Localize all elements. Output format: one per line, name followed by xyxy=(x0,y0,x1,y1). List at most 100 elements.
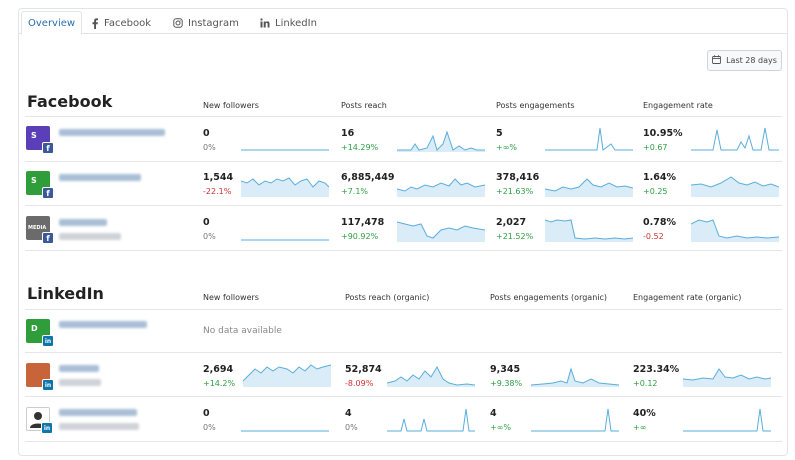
sparkline-chart xyxy=(683,408,771,432)
metric-value: 10.95% xyxy=(643,128,683,139)
avatar[interactable]: S f xyxy=(26,126,54,154)
date-range-label: Last 28 days xyxy=(726,56,777,65)
metric-delta: -0.52 xyxy=(643,232,664,241)
metric-value: 9,345 xyxy=(490,364,521,375)
redacted-account-name xyxy=(59,409,137,416)
li-row2-posts-engagements: 9,345 +9.38% xyxy=(490,364,522,388)
redacted-account-subtitle xyxy=(59,379,101,386)
fb-col-new-followers: New followers xyxy=(203,101,259,110)
sparkline-chart xyxy=(241,430,329,432)
no-data-message: No data available xyxy=(203,326,282,336)
divider xyxy=(25,441,782,442)
li-row2-engagement-rate: 223.34% +0.12 xyxy=(633,364,679,388)
divider xyxy=(25,116,782,117)
redacted-account-name xyxy=(59,129,165,136)
metric-delta: 0% xyxy=(203,423,216,432)
sparkline-chart xyxy=(387,365,475,387)
fb-row2-new-followers: 1,544 -22.1% xyxy=(203,172,233,196)
facebook-section-title: Facebook xyxy=(27,92,113,111)
li-row2-posts-reach: 52,874 -8.09% xyxy=(345,364,382,388)
metric-value: 2,694 xyxy=(203,364,234,375)
avatar-letter: D xyxy=(31,324,38,333)
fb-row3-posts-engagements: 2,027 +21.52% xyxy=(496,217,533,241)
tab-overview[interactable]: Overview xyxy=(21,11,83,35)
metric-delta: +∞% xyxy=(490,423,511,432)
linkedin-badge-icon: in xyxy=(42,379,54,391)
metric-value: 223.34% xyxy=(633,364,680,375)
li-row3-posts-reach: 4 0% xyxy=(345,408,358,432)
facebook-badge-icon: f xyxy=(42,232,54,244)
fb-row1-posts-reach: 16 +14.29% xyxy=(341,128,378,152)
fb-row1-engagement-rate: 10.95% +0.67 xyxy=(643,128,683,152)
tab-instagram[interactable]: Instagram xyxy=(167,12,245,34)
linkedin-badge-icon: in xyxy=(42,335,54,347)
metric-value: 0 xyxy=(203,408,210,419)
linkedin-badge-icon: in xyxy=(41,422,53,434)
metric-value: 378,416 xyxy=(496,172,540,183)
metric-delta: +∞ xyxy=(633,423,647,432)
sparkline-chart xyxy=(545,178,633,197)
divider xyxy=(25,309,782,310)
sparkline-chart xyxy=(397,178,485,197)
li-row3-engagement-rate: 40% +∞ xyxy=(633,408,656,432)
fb-row3-posts-reach: 117,478 +90.92% xyxy=(341,217,384,241)
linkedin-section-title: LinkedIn xyxy=(27,284,104,303)
li-row3-new-followers: 0 0% xyxy=(203,408,216,432)
metric-value: 16 xyxy=(341,128,355,139)
metric-value: 6,885,449 xyxy=(341,172,395,183)
sparkline-chart xyxy=(545,127,633,151)
metric-delta: 0% xyxy=(203,143,216,152)
metric-delta: +9.38% xyxy=(490,379,523,388)
fb-row2-engagement-rate: 1.64% +0.25 xyxy=(643,172,676,196)
li-row2-new-followers: 2,694 +14.2% xyxy=(203,364,235,388)
overview-panel: Overview Facebook Instagram LinkedIn Las… xyxy=(18,8,788,456)
instagram-icon xyxy=(173,18,183,28)
tab-linkedin[interactable]: LinkedIn xyxy=(254,12,323,34)
sparkline-chart xyxy=(691,127,779,151)
fb-row2-posts-engagements: 378,416 +21.63% xyxy=(496,172,539,196)
tab-instagram-label: Instagram xyxy=(188,17,239,29)
li-col-engagement-rate: Engagement rate (organic) xyxy=(633,293,742,302)
sparkline-chart xyxy=(241,239,329,241)
redacted-account-subtitle xyxy=(59,233,121,240)
li-col-posts-engagements: Posts engagements (organic) xyxy=(490,293,608,302)
divider xyxy=(25,205,782,206)
sparkline-chart xyxy=(531,408,619,432)
facebook-badge-icon: f xyxy=(42,142,54,154)
avatar-letter: S xyxy=(31,131,37,140)
sparkline-chart xyxy=(691,176,779,197)
fb-row3-engagement-rate: 0.78% -0.52 xyxy=(643,217,676,241)
divider xyxy=(25,250,782,251)
fb-row2-posts-reach: 6,885,449 +7.1% xyxy=(341,172,395,196)
li-col-new-followers: New followers xyxy=(203,293,259,302)
metric-value: 0 xyxy=(203,128,210,139)
sparkline-chart xyxy=(691,219,779,242)
redacted-account-subtitle xyxy=(59,423,139,430)
divider xyxy=(25,396,782,397)
facebook-badge-icon: f xyxy=(42,187,54,199)
metric-delta: +90.92% xyxy=(341,232,379,241)
avatar[interactable]: D in xyxy=(26,319,54,347)
metric-value: 4 xyxy=(345,408,352,419)
fb-col-engagement-rate: Engagement rate xyxy=(643,101,713,110)
avatar[interactable]: S f xyxy=(26,171,54,199)
metric-value: 0 xyxy=(203,217,210,228)
metric-delta: +∞% xyxy=(496,143,517,152)
avatar[interactable]: in xyxy=(26,363,54,391)
divider xyxy=(25,352,782,353)
fb-row1-new-followers: 0 0% xyxy=(203,128,216,152)
avatar[interactable]: in xyxy=(26,407,53,434)
tab-facebook[interactable]: Facebook xyxy=(85,12,157,34)
metric-delta: +21.63% xyxy=(496,187,534,196)
tab-facebook-label: Facebook xyxy=(104,17,151,29)
date-range-button[interactable]: Last 28 days xyxy=(707,50,782,71)
fb-row3-new-followers: 0 0% xyxy=(203,217,216,241)
metric-delta: +14.2% xyxy=(203,379,236,388)
fb-col-posts-engagements: Posts engagements xyxy=(496,101,575,110)
sparkline-chart xyxy=(683,368,771,387)
avatar-letter: S xyxy=(31,176,37,185)
avatar[interactable]: MEDIA f xyxy=(26,216,54,244)
metric-delta: +0.25 xyxy=(643,187,668,196)
metric-delta: -8.09% xyxy=(345,379,374,388)
redacted-account-name xyxy=(59,174,141,181)
